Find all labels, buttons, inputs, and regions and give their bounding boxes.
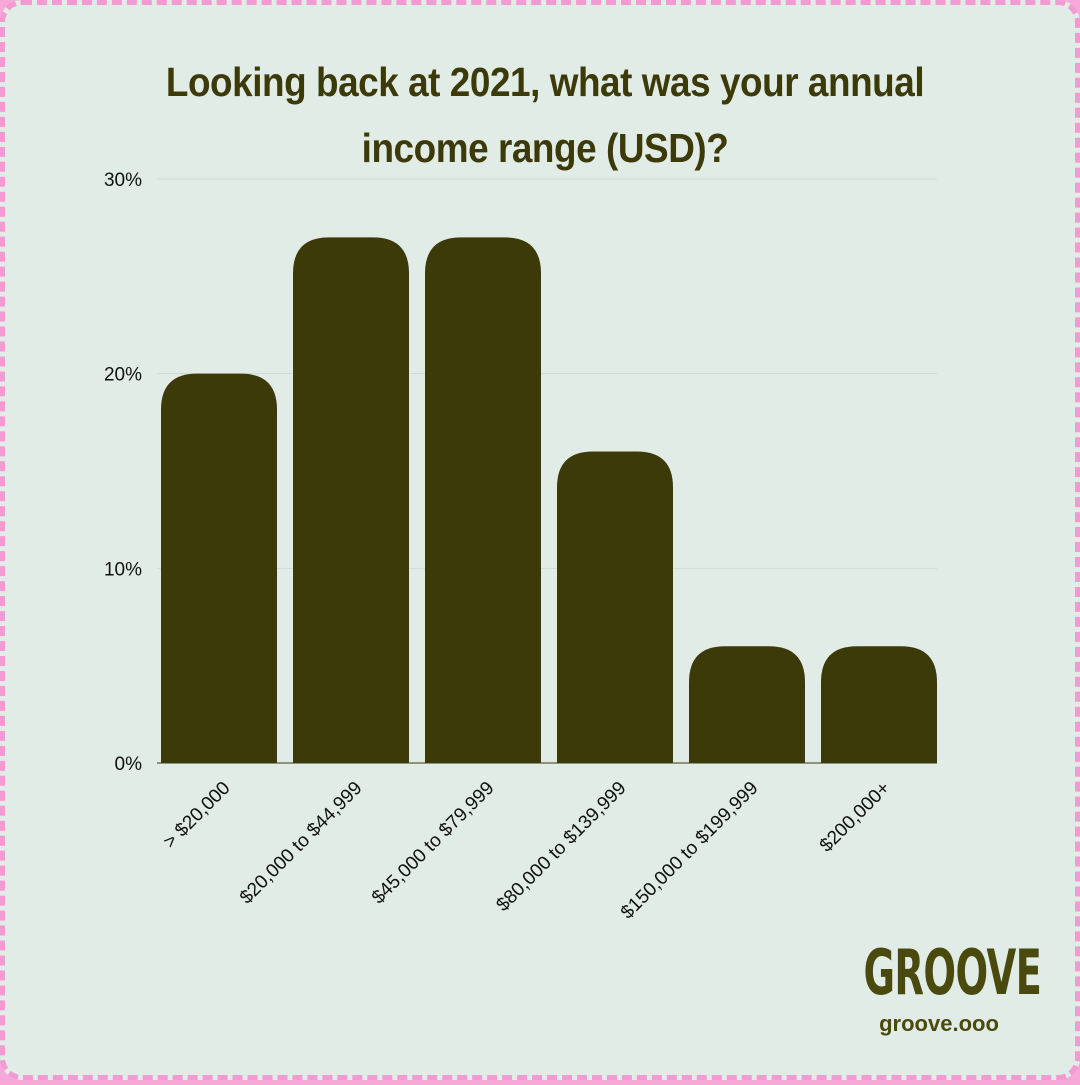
brand-block: GROOVE groove.ooo bbox=[849, 939, 1041, 1039]
y-tick-label: 10% bbox=[104, 559, 142, 580]
y-tick-label: 30% bbox=[104, 170, 142, 191]
bar-chart: 0% 10% 20% 30% > $20,000 $20,000 to $44,999 $4… bbox=[104, 170, 937, 924]
bar bbox=[425, 237, 541, 763]
brand-logo: GROOVE bbox=[863, 936, 1042, 1009]
bar bbox=[557, 451, 673, 763]
bar bbox=[293, 237, 409, 763]
y-tick-label: 0% bbox=[115, 754, 143, 775]
chart-title: Looking back at 2021, what was your annu… bbox=[165, 59, 925, 171]
x-tick-label: $20,000 to $44,999 bbox=[236, 778, 367, 909]
x-tick-label: > $20,000 bbox=[160, 778, 235, 853]
x-tick-label: $45,000 to $79,999 bbox=[368, 778, 499, 909]
bar bbox=[689, 646, 805, 763]
x-tick-label: $200,000+ bbox=[816, 778, 895, 857]
bar bbox=[821, 646, 937, 763]
brand-url: groove.ooo bbox=[879, 1011, 999, 1036]
bar bbox=[161, 373, 277, 763]
x-tick-label: $80,000 to $139,999 bbox=[492, 778, 630, 916]
y-tick-label: 20% bbox=[104, 365, 142, 386]
x-tick-label: $150,000 to $199,999 bbox=[617, 778, 763, 924]
